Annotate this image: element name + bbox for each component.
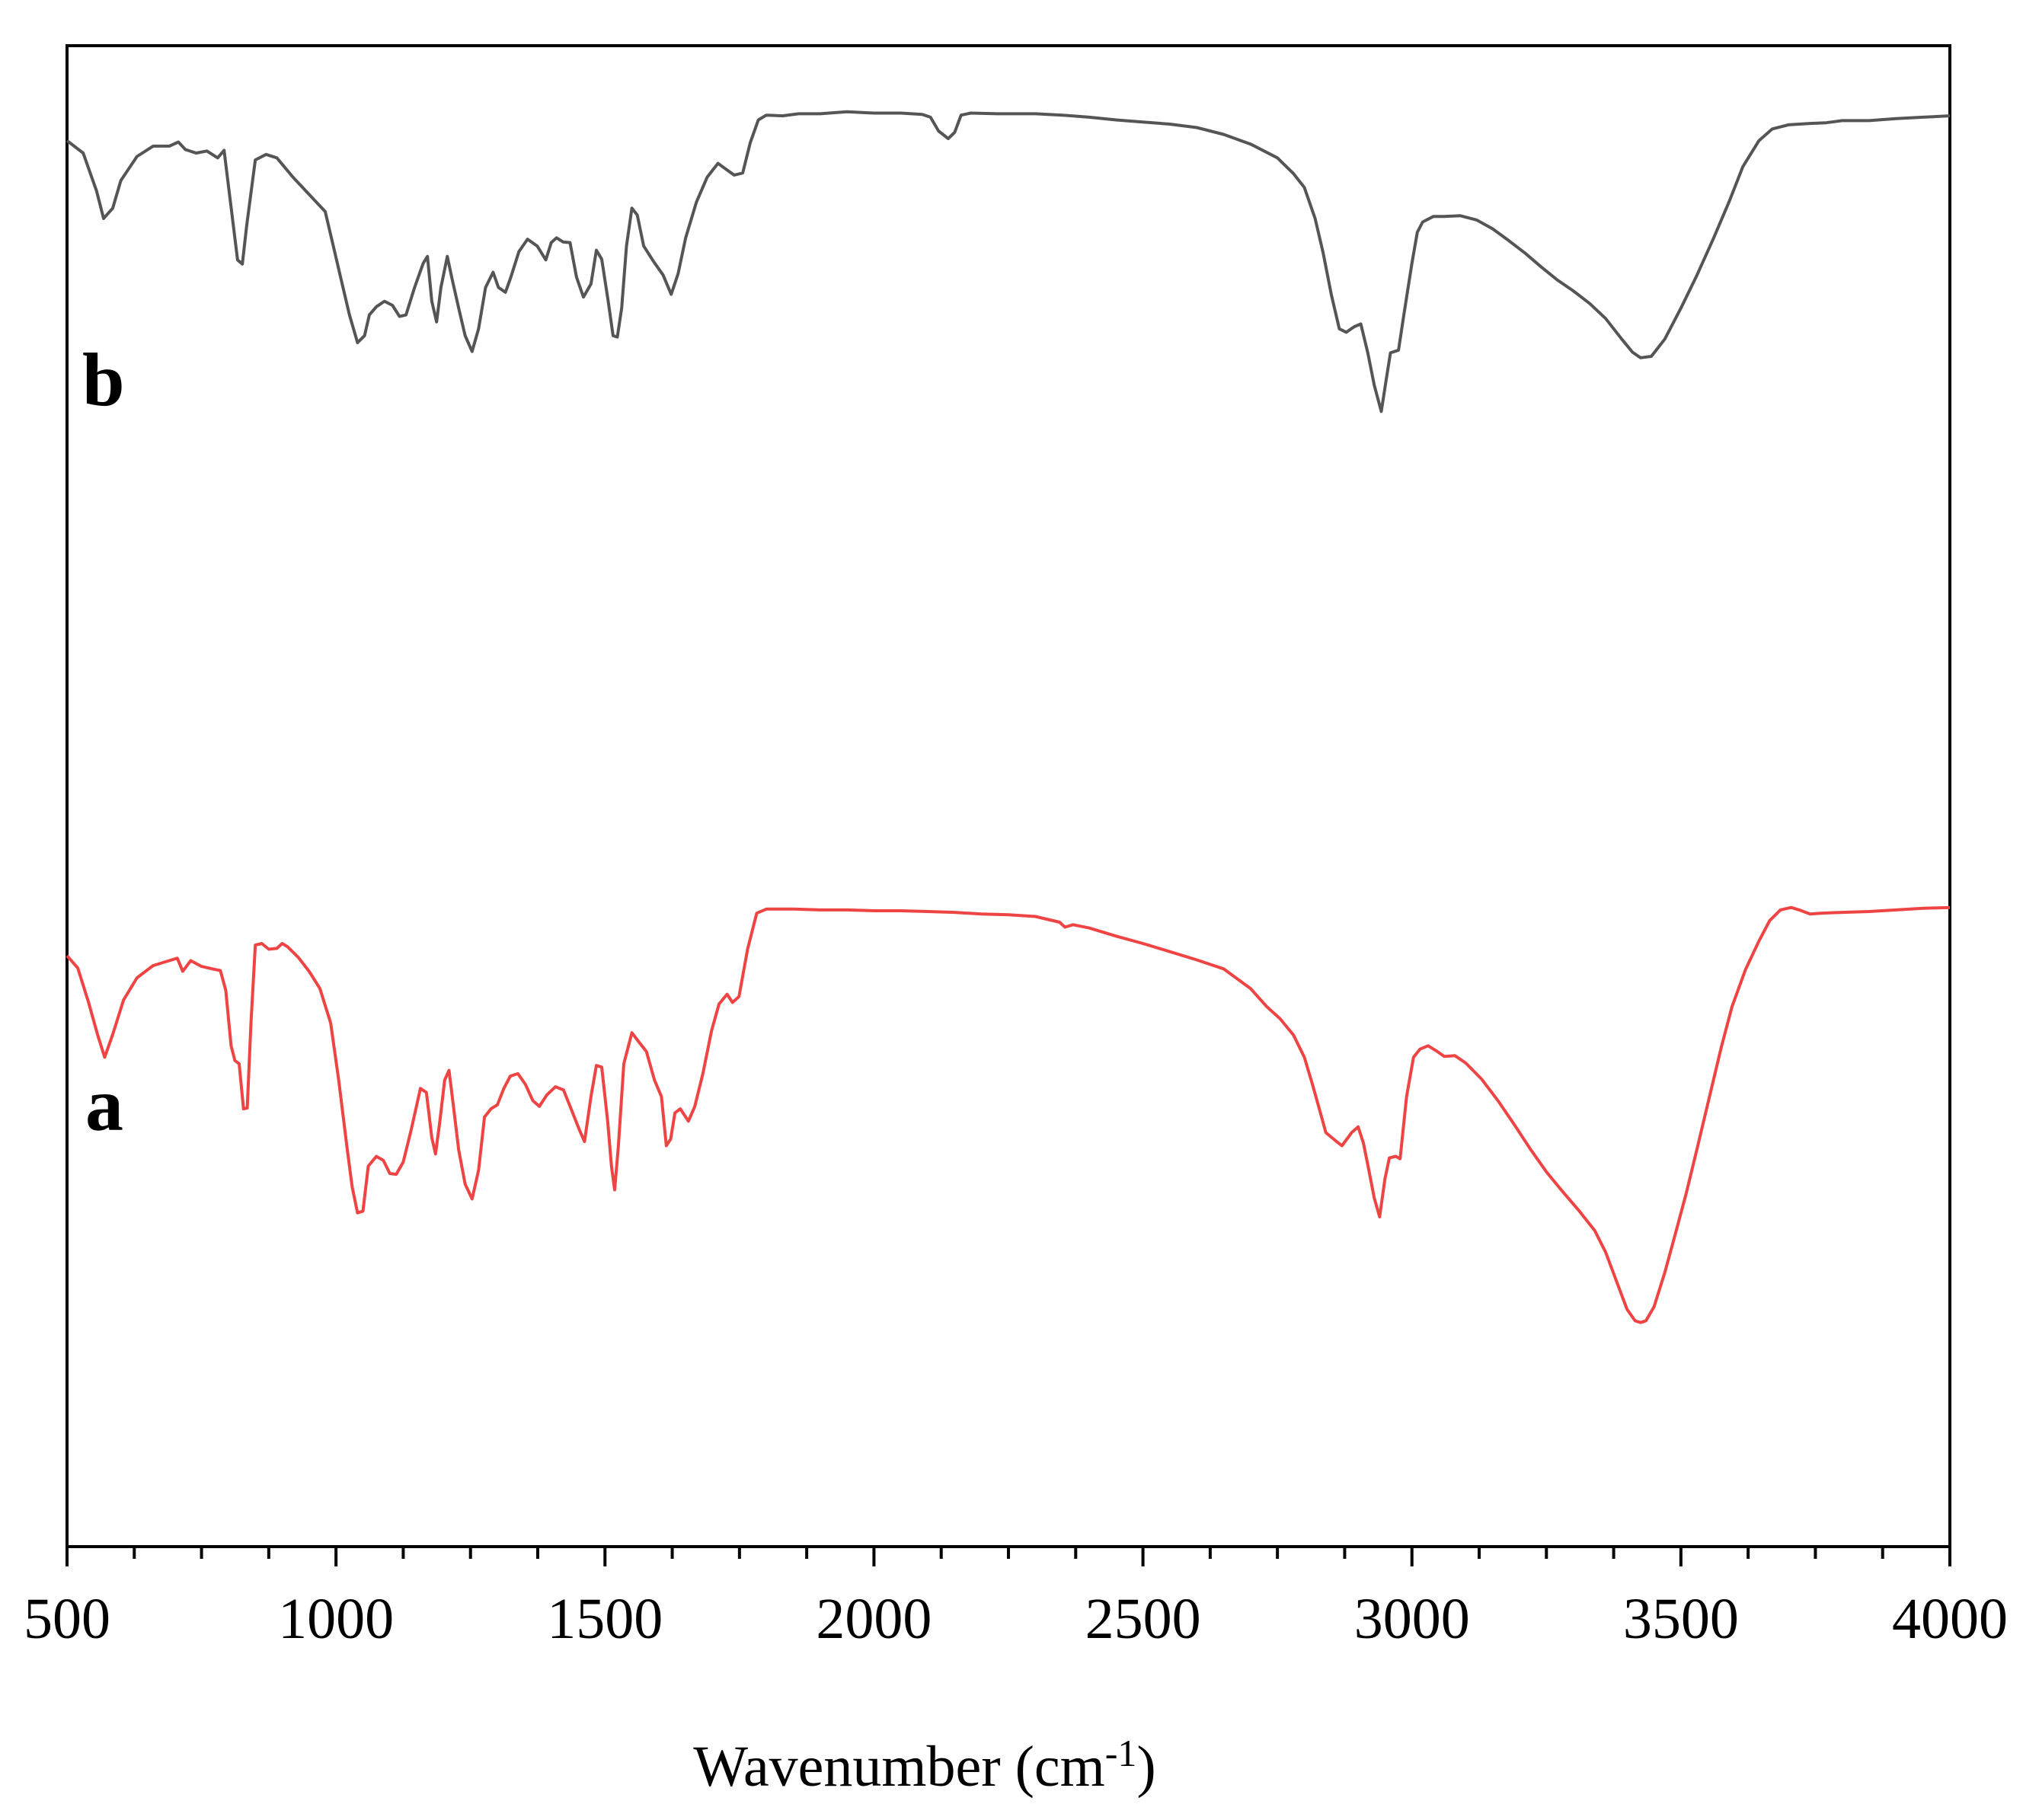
series-label-b: b xyxy=(82,337,125,422)
x-tick-label: 1500 xyxy=(547,1587,663,1651)
x-tick-label: 500 xyxy=(24,1587,110,1651)
plot-frame xyxy=(66,44,1951,1548)
series-line-b xyxy=(66,110,1951,413)
x-axis: 500 1000 1500 2000 2500 3000 3500 4000 xyxy=(24,1547,2008,1651)
x-axis-title-base: Wavenumber (cm xyxy=(693,1735,1104,1799)
spectra xyxy=(66,110,1951,1324)
series-label-a: a xyxy=(85,1062,123,1147)
x-axis-title-superscript: -1 xyxy=(1105,1732,1137,1774)
x-axis-title: Wavenumber (cm-1) xyxy=(693,1732,1155,1799)
x-tick-label: 4000 xyxy=(1892,1587,2008,1651)
x-axis-title-close: ) xyxy=(1136,1735,1155,1799)
x-tick-label: 2500 xyxy=(1085,1587,1201,1651)
x-tick-label: 1000 xyxy=(278,1587,394,1651)
x-tick-label: 3000 xyxy=(1354,1587,1470,1651)
x-tick-label: 3500 xyxy=(1623,1587,1739,1651)
x-tick-label: 2000 xyxy=(816,1587,932,1651)
series-line-a xyxy=(66,905,1951,1324)
